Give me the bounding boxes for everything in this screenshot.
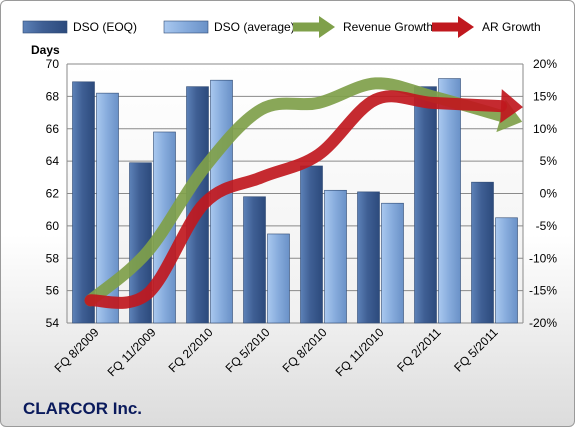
bar-dso-average	[267, 233, 290, 324]
x-tick-label: FQ 11/2010	[333, 325, 387, 379]
legend-dso-average-label: DSO (average)	[214, 20, 295, 34]
y2-tick-label: 15%	[533, 89, 557, 103]
x-tick-label: FQ 5/2011	[451, 325, 501, 375]
y2-tick-label: -15%	[529, 284, 557, 298]
y-tick-label: 56	[46, 284, 60, 298]
y-tick-label: 64	[46, 154, 60, 168]
legend-revenue-growth-swatch-head	[319, 16, 335, 38]
bar-dso-eoq	[300, 165, 323, 324]
bar-dso-average	[381, 202, 404, 324]
y-axis-title: Days	[31, 43, 60, 57]
y-tick-label: 68	[46, 89, 60, 103]
bar-dso-eoq	[357, 191, 380, 324]
bar-dso-average	[324, 189, 347, 324]
legend-dso-eoq-swatch	[22, 20, 68, 34]
x-tick-label: FQ 2/2010	[166, 325, 216, 375]
x-tick-label: FQ 8/2010	[280, 325, 330, 375]
y2-tick-label: 5%	[540, 154, 558, 168]
y-tick-label: 58	[46, 251, 60, 265]
y2-tick-label: 0%	[540, 187, 558, 201]
ar-growth-line-arrowhead	[500, 89, 523, 124]
x-tick-label: FQ 11/2009	[105, 325, 159, 379]
y2-tick-label: 10%	[533, 122, 557, 136]
legend-ar-growth-swatch-head	[458, 16, 474, 38]
legend-dso-eoq-label: DSO (EOQ)	[73, 20, 137, 34]
legend-ar-growth-label: AR Growth	[482, 20, 541, 34]
y2-tick-label: -5%	[536, 219, 558, 233]
legend-dso-average-swatch	[163, 20, 209, 34]
y-tick-label: 60	[46, 219, 60, 233]
bar-dso-eoq	[414, 86, 437, 324]
legend-revenue-growth-label: Revenue Growth	[343, 20, 433, 34]
bar-dso-eoq	[72, 81, 95, 324]
y-tick-label: 62	[46, 187, 60, 201]
bar-dso-average	[96, 92, 119, 324]
bar-dso-eoq	[471, 181, 494, 324]
y2-tick-label: 20%	[533, 57, 557, 71]
x-tick-label: FQ 2/2011	[394, 325, 444, 375]
revenue-growth-line	[84, 77, 507, 307]
ar-growth-line	[84, 90, 507, 309]
y2-tick-label: -20%	[529, 316, 557, 330]
bar-dso-eoq	[243, 196, 266, 324]
x-tick-label: FQ 5/2010	[223, 325, 273, 375]
y-tick-label: 66	[46, 122, 60, 136]
bar-dso-average	[438, 78, 461, 324]
y2-tick-label: -10%	[529, 251, 557, 265]
bar-dso-average	[495, 217, 518, 324]
company-name: CLARCOR Inc.	[23, 399, 142, 418]
y-tick-label: 54	[46, 316, 60, 330]
x-tick-label: FQ 8/2009	[52, 325, 102, 375]
y-tick-label: 70	[46, 57, 60, 71]
